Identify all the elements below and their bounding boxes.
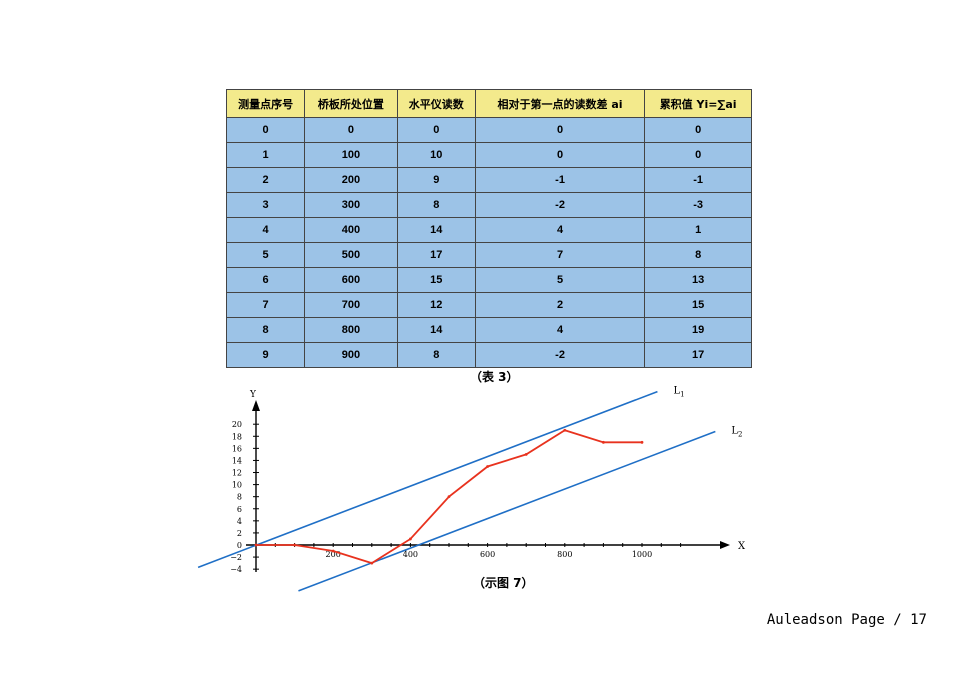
table-cell: 8 [644, 242, 752, 268]
table-row: 3 300 8 -2 -3 [225, 192, 752, 218]
table-cell: 0 [644, 142, 752, 168]
table-cell: 17 [644, 342, 752, 368]
table-caption: （表 3） [470, 370, 519, 384]
series-point [486, 465, 489, 468]
y-axis-label: Y [249, 390, 257, 400]
table-cell: 4 [474, 317, 646, 343]
chart-caption: （示图 7） [473, 576, 534, 590]
table-cell: 10 [396, 142, 476, 168]
measurement-table: 测量点序号 桥板所处位置 水平仪读数 相对于第一点的读数差 ai 累积值 Yi=… [225, 89, 752, 368]
table-cell: 4 [225, 217, 306, 243]
table-cell: -1 [644, 167, 752, 193]
table-cell: 19 [644, 317, 752, 343]
table-cell: 3 [225, 192, 306, 218]
table-cell: 1 [225, 142, 306, 168]
series-point [409, 537, 412, 541]
header-cell: 测量点序号 [225, 89, 306, 118]
y-tick-label: 4 [237, 517, 242, 526]
header-cell: 相对于第一点的读数差 ai [474, 89, 646, 118]
x-axis-label: X [738, 541, 746, 552]
table-cell: 2 [225, 167, 306, 193]
table-cell: 15 [396, 267, 476, 293]
y-tick-label: 18 [232, 432, 242, 441]
table-row: 4 400 14 4 1 [225, 217, 752, 243]
header-cell: 累积值 Yi=∑ai [644, 89, 752, 118]
table-cell: -3 [644, 192, 752, 218]
table-row: 6 600 15 5 13 [225, 267, 752, 293]
x-tick-label: 200 [326, 550, 341, 559]
table-cell: 900 [304, 342, 398, 368]
bound-line-label: L2 [731, 425, 742, 438]
table-cell: 5 [225, 242, 306, 268]
table-cell: 8 [225, 317, 306, 343]
y-tick-label: 6 [237, 505, 242, 514]
table-cell: 200 [304, 167, 398, 193]
table-row: 7 700 12 2 15 [225, 292, 752, 318]
table-cell: 8 [396, 342, 476, 368]
table-row: 2 200 9 -1 -1 [225, 167, 752, 193]
series-point [602, 440, 605, 444]
bound-line-label: L1 [673, 386, 684, 399]
table-cell: 700 [304, 292, 398, 318]
table-cell: 8 [396, 192, 476, 218]
table-cell: 0 [225, 117, 306, 143]
x-axis-arrow [720, 541, 730, 549]
table-cell: 4 [474, 217, 646, 243]
series-point [331, 549, 335, 553]
y-tick-label: 20 [232, 420, 242, 429]
x-tick-label: 800 [557, 550, 572, 559]
series-point [293, 543, 296, 547]
page-footer: Auleadson Page / 17 [766, 612, 927, 628]
y-tick-label: −2 [230, 553, 242, 562]
table-cell: 7 [474, 242, 646, 268]
table-cell: 5 [474, 267, 646, 293]
table-cell: 9 [396, 167, 476, 193]
y-tick-label: 0 [237, 541, 242, 550]
series-point [447, 495, 451, 499]
y-tick-label: 2 [237, 529, 242, 538]
table-cell: 0 [474, 117, 646, 143]
series-point [370, 561, 374, 565]
table-cell: 2 [474, 292, 646, 318]
table-cell: 12 [396, 292, 476, 318]
table-cell: 9 [225, 342, 306, 368]
y-tick-label: 8 [237, 493, 242, 502]
table-cell: -2 [474, 192, 646, 218]
y-tick-label: 16 [232, 444, 242, 453]
table-cell: 0 [304, 117, 398, 143]
x-tick-label: 1000 [632, 550, 652, 559]
table-cell: 6 [225, 267, 306, 293]
x-tick-label: 400 [403, 550, 418, 559]
y-tick-label: 12 [232, 469, 242, 478]
y-tick-label: 14 [232, 456, 242, 465]
table-header-row: 测量点序号 桥板所处位置 水平仪读数 相对于第一点的读数差 ai 累积值 Yi=… [225, 89, 752, 118]
table-cell: -2 [474, 342, 646, 368]
table-cell: 0 [474, 142, 646, 168]
series-point [524, 453, 528, 456]
series-point [563, 428, 567, 432]
x-tick-label: 600 [480, 550, 495, 559]
bound-line-l2 [298, 430, 716, 592]
bound-line-l1 [197, 390, 658, 569]
table-cell: 15 [644, 292, 752, 318]
y-tick-label: −4 [230, 565, 242, 574]
series-point [254, 543, 258, 547]
y-axis-arrow [252, 400, 260, 411]
table-cell: 17 [396, 242, 476, 268]
table-cell: 600 [304, 267, 398, 293]
table-cell: 14 [396, 217, 476, 243]
table-cell: 0 [644, 117, 752, 143]
table-row: 9 900 8 -2 17 [225, 342, 752, 368]
series-point [640, 440, 644, 444]
y-tick-label: 10 [232, 481, 242, 490]
table-row: 5 500 17 7 8 [225, 242, 752, 268]
